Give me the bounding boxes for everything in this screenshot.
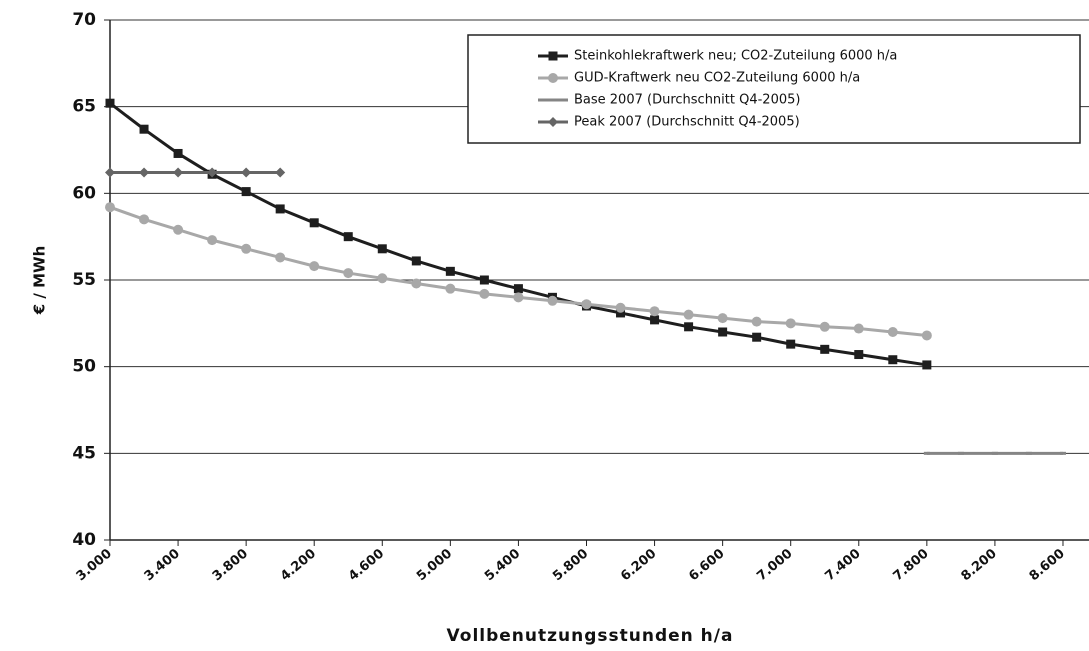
marker [923, 451, 930, 455]
y-tick-label: 60 [72, 183, 96, 203]
marker [1025, 451, 1032, 455]
marker [479, 288, 490, 299]
legend-box [467, 34, 1081, 144]
y-tick-label: 50 [72, 357, 96, 377]
legend-label: Base 2007 (Durchschnitt Q4-2005) [574, 93, 800, 108]
marker [991, 451, 998, 455]
marker [684, 322, 694, 332]
marker [173, 167, 184, 178]
marker [343, 268, 354, 279]
marker [819, 321, 830, 332]
marker [207, 235, 218, 246]
marker [957, 451, 964, 455]
marker [479, 275, 489, 285]
marker [309, 218, 319, 228]
x-tick-label: 6.200 [618, 546, 659, 584]
y-tick-label: 70 [72, 10, 96, 30]
marker [105, 202, 115, 213]
marker [683, 309, 694, 320]
marker [548, 73, 558, 83]
y-tick-label: 65 [72, 97, 96, 117]
x-tick-label: 7.000 [754, 546, 795, 584]
y-tick-label: 45 [72, 443, 96, 463]
marker [445, 283, 456, 294]
marker [377, 244, 387, 254]
y-tick-label: 55 [72, 270, 96, 290]
marker [139, 214, 150, 225]
marker [275, 252, 286, 263]
marker [241, 167, 252, 178]
legend-label: Steinkohlekraftwerk neu; CO2-Zuteilung 6… [574, 49, 897, 64]
x-tick-label: 5.800 [550, 546, 591, 584]
marker [751, 316, 762, 327]
marker [105, 167, 115, 178]
marker [615, 302, 626, 313]
marker [139, 167, 150, 178]
marker [513, 292, 524, 303]
x-tick-label: 8.600 [1027, 546, 1068, 584]
marker [888, 355, 898, 365]
marker [921, 330, 932, 341]
marker [854, 350, 864, 360]
marker [445, 266, 455, 276]
marker [547, 295, 558, 306]
x-tick-label: 5.000 [414, 546, 455, 584]
marker [275, 167, 286, 178]
marker [241, 187, 251, 197]
x-tick-label: 3.000 [74, 546, 115, 584]
marker [820, 344, 830, 354]
marker [649, 306, 660, 317]
y-axis-title: € / MWh [31, 246, 49, 316]
x-tick-label: 7.400 [822, 546, 863, 584]
marker [411, 256, 421, 266]
legend-label: Peak 2007 (Durchschnitt Q4-2005) [574, 115, 800, 130]
marker [650, 315, 660, 325]
marker [343, 232, 353, 242]
marker [786, 339, 796, 349]
marker [241, 243, 252, 254]
x-tick-label: 4.600 [346, 546, 387, 584]
marker [411, 278, 422, 289]
marker [513, 284, 523, 294]
marker [207, 167, 218, 178]
marker [853, 323, 864, 334]
marker [581, 299, 592, 310]
marker [309, 261, 320, 272]
marker [718, 327, 728, 337]
legend: Steinkohlekraftwerk neu; CO2-Zuteilung 6… [467, 34, 1081, 144]
marker [752, 332, 762, 342]
marker [616, 308, 626, 318]
marker [785, 318, 796, 329]
x-axis-title: Vollbenutzungsstunden h/a [447, 626, 734, 646]
x-tick-label: 6.600 [686, 546, 727, 584]
x-tick-label: 4.200 [278, 546, 319, 584]
marker [550, 98, 556, 102]
x-tick-label: 7.800 [891, 546, 932, 584]
x-tick-label: 3.800 [210, 546, 251, 584]
marker [173, 224, 184, 235]
marker [1059, 451, 1066, 455]
x-tick-label: 8.200 [959, 546, 1000, 584]
marker [105, 98, 115, 108]
marker [139, 124, 149, 134]
marker [922, 360, 932, 370]
x-tick-label: 3.400 [142, 546, 183, 584]
marker [887, 327, 898, 337]
marker [717, 313, 728, 324]
marker [173, 148, 183, 158]
marker [548, 117, 558, 127]
legend-label: GUD-Kraftwerk neu CO2-Zuteilung 6000 h/a [574, 71, 860, 86]
marker [275, 204, 285, 214]
series-line [109, 205, 927, 337]
marker [548, 51, 558, 61]
y-tick-label: 40 [72, 530, 96, 550]
x-tick-label: 5.400 [482, 546, 523, 584]
marker [377, 273, 388, 284]
